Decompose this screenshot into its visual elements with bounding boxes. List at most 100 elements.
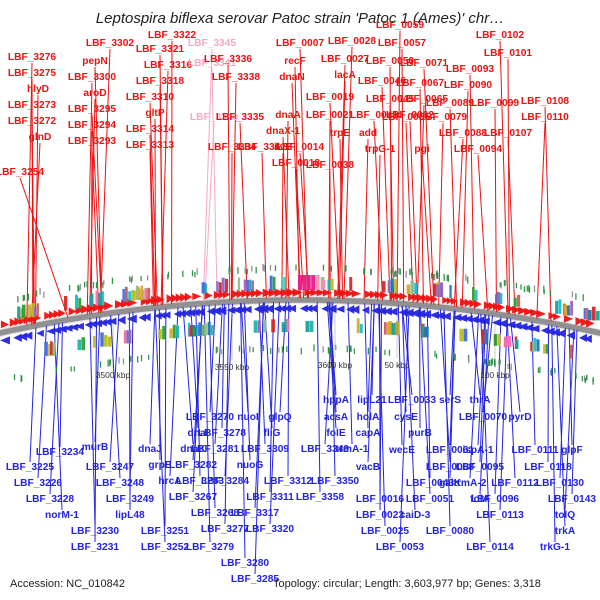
svg-text:LBF_0099: LBF_0099 — [471, 98, 519, 109]
svg-text:LBF_3293: LBF_3293 — [68, 136, 116, 147]
svg-text:murB: murB — [82, 442, 109, 453]
svg-text:LBF_3302: LBF_3302 — [86, 38, 134, 49]
svg-text:3550 kbp: 3550 kbp — [215, 362, 250, 372]
svg-text:LBF_0096: LBF_0096 — [471, 494, 519, 505]
svg-text:LBF_0101: LBF_0101 — [484, 48, 532, 59]
svg-text:dnaA: dnaA — [275, 110, 301, 121]
svg-text:LBF_3231: LBF_3231 — [71, 542, 119, 553]
svg-text:LBF_0088: LBF_0088 — [439, 128, 487, 139]
svg-text:LBF_3276: LBF_3276 — [8, 52, 56, 63]
svg-text:LBF_3275: LBF_3275 — [8, 68, 56, 79]
svg-text:lipL21: lipL21 — [357, 395, 387, 406]
svg-text:LBF_0080: LBF_0080 — [426, 526, 474, 537]
svg-text:LBF_3300: LBF_3300 — [68, 72, 116, 83]
svg-text:LBF_3272: LBF_3272 — [8, 116, 56, 127]
svg-text:LBF_0019: LBF_0019 — [306, 92, 354, 103]
svg-text:LBF_0112: LBF_0112 — [491, 478, 539, 489]
svg-text:LBF_3282: LBF_3282 — [169, 460, 217, 471]
svg-text:LBF_3277: LBF_3277 — [201, 524, 249, 535]
svg-text:trkA: trkA — [555, 526, 576, 537]
svg-text:LBF_3313: LBF_3313 — [126, 140, 174, 151]
svg-text:LBF_3317: LBF_3317 — [231, 508, 279, 519]
svg-text:LBF_3318: LBF_3318 — [136, 76, 184, 87]
svg-text:LBF_0014: LBF_0014 — [276, 142, 324, 153]
svg-text:trmA-2: trmA-2 — [454, 478, 487, 489]
svg-text:hlyD: hlyD — [27, 84, 49, 95]
svg-text:LBF_3283: LBF_3283 — [176, 476, 224, 487]
svg-text:hppA: hppA — [323, 395, 350, 406]
svg-text:gltP: gltP — [145, 108, 164, 119]
svg-text:LBF_0071: LBF_0071 — [400, 58, 448, 69]
svg-text:LBF_0027: LBF_0027 — [321, 54, 369, 65]
svg-text:pepN: pepN — [82, 56, 107, 67]
svg-text:LBF_3320: LBF_3320 — [246, 524, 294, 535]
svg-text:LBF_0130: LBF_0130 — [536, 478, 584, 489]
svg-text:LBF_0102: LBF_0102 — [476, 30, 524, 41]
svg-text:LBF_0118: LBF_0118 — [524, 462, 572, 473]
svg-text:LBF_3314: LBF_3314 — [126, 124, 174, 135]
svg-text:LBF_3345: LBF_3345 — [188, 38, 236, 49]
svg-text:LBF_0025: LBF_0025 — [361, 526, 409, 537]
svg-text:LBF_0028: LBF_0028 — [328, 36, 376, 47]
svg-text:LBF_0059: LBF_0059 — [376, 20, 424, 31]
svg-text:glpF: glpF — [561, 445, 583, 456]
svg-text:dnaJ: dnaJ — [138, 444, 162, 455]
svg-text:LBF_3358: LBF_3358 — [296, 492, 344, 503]
svg-text:pgi: pgi — [414, 144, 429, 155]
svg-text:LBF_3252: LBF_3252 — [141, 542, 189, 553]
svg-text:LBF_0007: LBF_0007 — [276, 38, 324, 49]
svg-text:LBF_3225: LBF_3225 — [6, 462, 54, 473]
svg-text:nuoG: nuoG — [237, 460, 264, 471]
svg-text:LBF_3273: LBF_3273 — [8, 100, 56, 111]
svg-text:lipL48: lipL48 — [115, 510, 145, 521]
svg-text:vacB: vacB — [356, 462, 380, 473]
svg-text:LBF_0090: LBF_0090 — [444, 80, 492, 91]
svg-text:wecE: wecE — [388, 445, 415, 456]
svg-text:fliG: fliG — [264, 428, 281, 439]
svg-text:caiD-3: caiD-3 — [400, 510, 431, 521]
svg-text:LBF_0053: LBF_0053 — [376, 542, 424, 553]
svg-text:LBF_3350: LBF_3350 — [311, 476, 359, 487]
svg-text:trkG-1: trkG-1 — [540, 542, 570, 553]
svg-text:LBF_3311: LBF_3311 — [246, 492, 294, 503]
svg-text:LBF_3338: LBF_3338 — [212, 72, 260, 83]
svg-text:50 kbp: 50 kbp — [385, 360, 410, 370]
svg-text:3600 kbp: 3600 kbp — [318, 360, 353, 370]
svg-text:LBF_3254: LBF_3254 — [0, 167, 44, 178]
svg-text:LBF_0038: LBF_0038 — [306, 160, 354, 171]
svg-text:acsA: acsA — [324, 412, 349, 423]
svg-text:norM-1: norM-1 — [45, 510, 79, 521]
svg-text:lacA: lacA — [334, 70, 356, 81]
svg-text:LBF_0113: LBF_0113 — [476, 510, 524, 521]
svg-text:LBF_3228: LBF_3228 — [26, 494, 74, 505]
svg-text:cysE: cysE — [394, 412, 418, 423]
svg-text:LBF_0093: LBF_0093 — [446, 64, 494, 75]
svg-text:LBF_0021: LBF_0021 — [306, 110, 354, 121]
svg-text:LBF_0057: LBF_0057 — [378, 38, 426, 49]
svg-text:LBF_3309: LBF_3309 — [241, 444, 289, 455]
svg-text:LBF_0107: LBF_0107 — [484, 128, 532, 139]
svg-text:LBF_3279: LBF_3279 — [186, 542, 234, 553]
svg-text:aroD: aroD — [83, 88, 106, 99]
svg-text:LBF_3336: LBF_3336 — [204, 54, 252, 65]
svg-text:LBF_0111: LBF_0111 — [511, 445, 558, 456]
svg-text:100 kbp: 100 kbp — [480, 370, 510, 380]
svg-text:3500 kbp: 3500 kbp — [96, 370, 131, 380]
svg-text:LBF_3335: LBF_3335 — [216, 112, 264, 123]
svg-text:LBF_0094: LBF_0094 — [454, 144, 502, 155]
svg-text:LBF_0051: LBF_0051 — [406, 494, 454, 505]
svg-text:LBF_0023: LBF_0023 — [356, 510, 404, 521]
svg-text:LBF_0095: LBF_0095 — [456, 462, 504, 473]
svg-text:LBF_0114: LBF_0114 — [466, 542, 514, 553]
svg-text:LBF_3295: LBF_3295 — [68, 104, 116, 115]
svg-text:dnaX-1: dnaX-1 — [266, 126, 300, 137]
svg-text:LBF_3248: LBF_3248 — [96, 478, 144, 489]
svg-text:LBF_3321: LBF_3321 — [136, 44, 184, 55]
svg-text:LBF_3280: LBF_3280 — [221, 558, 269, 569]
svg-text:LBF_3316: LBF_3316 — [144, 60, 192, 71]
svg-text:serS: serS — [439, 395, 461, 406]
svg-text:LBF_3281: LBF_3281 — [191, 444, 239, 455]
svg-text:trmA-1: trmA-1 — [336, 444, 369, 455]
svg-text:capA: capA — [356, 428, 382, 439]
svg-text:LBF_3294: LBF_3294 — [68, 120, 116, 131]
